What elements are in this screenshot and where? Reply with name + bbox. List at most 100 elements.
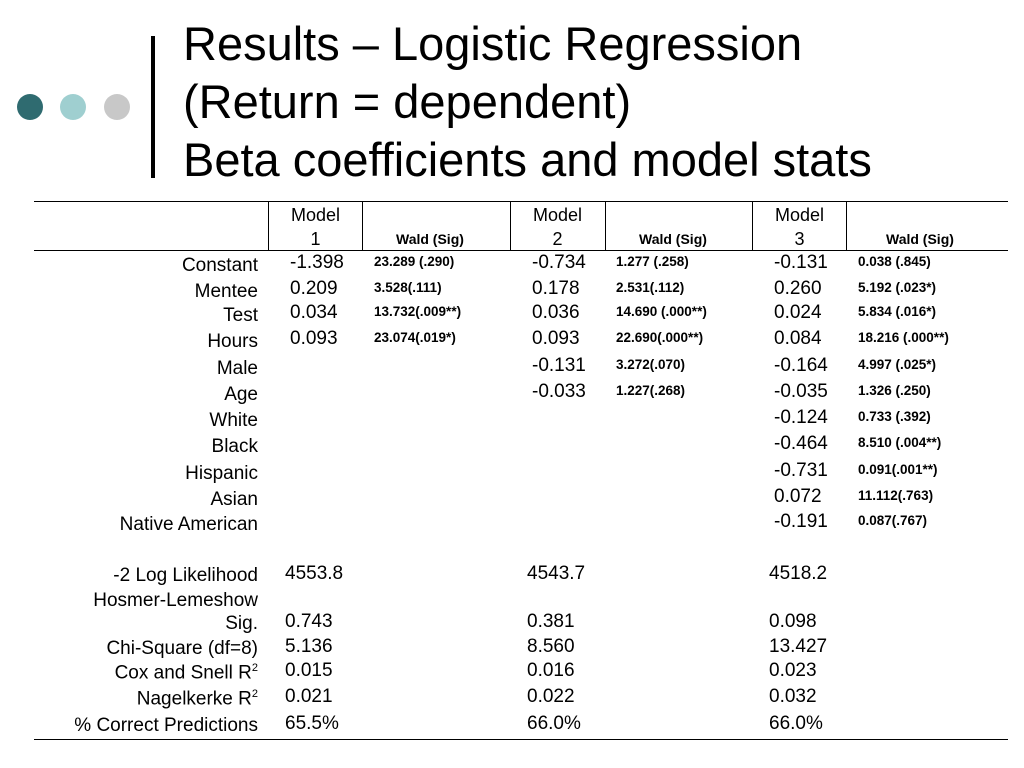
stat-label: Nagelkerke R2: [136, 688, 258, 710]
stat-value: 0.032: [769, 686, 817, 707]
wald-value: 0.091(.001**): [858, 462, 938, 477]
row-label: Black: [211, 436, 258, 457]
model-header-label: Model: [774, 205, 825, 225]
table-header-rule: [34, 250, 1008, 251]
title-line-3: Beta coefficients and model stats: [183, 133, 872, 186]
wald-header: Wald (Sig): [396, 231, 464, 247]
model-header-label: Model: [532, 205, 583, 225]
wald-value: 3.272(.070): [616, 357, 686, 372]
column-separator: [846, 202, 847, 250]
title-line-1: Results – Logistic Regression: [183, 17, 803, 70]
coefficient-value: -0.124: [774, 407, 828, 428]
wald-value: 23.074(.019*): [374, 330, 456, 345]
coefficient-value: 0.178: [532, 278, 580, 299]
coefficient-value: -0.131: [774, 252, 828, 273]
row-label: Test: [223, 305, 258, 326]
row-label: White: [209, 410, 258, 431]
title-divider: [151, 36, 155, 178]
stat-value: 65.5%: [285, 713, 339, 734]
stat-label: Sig.: [225, 613, 258, 634]
wald-value: 5.834 (.016*): [858, 304, 937, 319]
stat-value: 13.427: [769, 636, 828, 657]
model-header-number: 3: [794, 229, 805, 249]
wald-value: 1.326 (.250): [858, 383, 931, 398]
model-header-number: 1: [310, 229, 321, 249]
wald-value: 14.690 (.000**): [616, 304, 707, 319]
superscript: 2: [251, 662, 258, 674]
coefficient-value: 0.072: [774, 486, 822, 507]
coefficient-value: -0.131: [532, 355, 586, 376]
title-line-2: (Return = dependent): [183, 75, 632, 128]
coefficient-value: 0.036: [532, 302, 580, 323]
stat-value: 0.743: [285, 611, 333, 632]
row-label: Native American: [119, 514, 258, 535]
coefficient-value: -0.035: [774, 381, 828, 402]
stat-value: 5.136: [285, 636, 333, 657]
wald-value: 2.531(.112): [616, 280, 685, 295]
wald-value: 18.216 (.000**): [858, 330, 949, 345]
coefficient-value: 0.034: [290, 302, 338, 323]
stat-value: 0.021: [285, 686, 333, 707]
stat-label: % Correct Predictions: [74, 715, 258, 736]
coefficient-value: 0.209: [290, 278, 338, 299]
row-label: Constant: [181, 255, 258, 276]
row-label: Male: [216, 358, 258, 379]
wald-value: 1.227(.268): [616, 383, 686, 398]
wald-value: 0.087(.767): [858, 513, 928, 528]
coefficient-value: 0.093: [532, 328, 580, 349]
wald-value: 4.997 (.025*): [858, 357, 937, 372]
stat-value: 66.0%: [527, 713, 581, 734]
column-separator: [605, 202, 606, 250]
coefficient-value: -0.731: [774, 460, 828, 481]
stat-value: 4518.2: [769, 563, 828, 584]
model-header: Model 3: [752, 203, 847, 251]
row-label: Hispanic: [185, 463, 258, 484]
coefficient-value: 0.260: [774, 278, 822, 299]
stat-value: 0.016: [527, 660, 575, 681]
stat-label: Cox and Snell R2: [114, 662, 258, 684]
row-label: Mentee: [194, 281, 258, 302]
decor-dot-light: [60, 94, 86, 120]
stat-value: 0.015: [285, 660, 333, 681]
model-header-number: 2: [552, 229, 563, 249]
coefficient-value: -0.164: [774, 355, 828, 376]
column-separator: [268, 202, 269, 250]
superscript: 2: [251, 688, 258, 700]
wald-value: 0.038 (.845): [858, 254, 931, 269]
model-header: Model 2: [510, 203, 605, 251]
wald-value: 3.528(.111): [374, 280, 442, 295]
coefficient-value: 0.024: [774, 302, 822, 323]
model-header-label: Model: [290, 205, 341, 225]
coefficient-value: -1.398: [290, 252, 344, 273]
wald-value: 22.690(.000**): [616, 330, 704, 345]
stat-value: 66.0%: [769, 713, 823, 734]
coefficient-value: 0.084: [774, 328, 822, 349]
wald-value: 8.510 (.004**): [858, 435, 942, 450]
wald-value: 1.277 (.258): [616, 254, 689, 269]
decor-dot-dark: [17, 94, 43, 120]
stat-label: Chi-Square (df=8): [106, 638, 258, 659]
stat-value: 0.022: [527, 686, 575, 707]
slide-title: Results – Logistic Regression (Return = …: [183, 15, 1013, 189]
table-bottom-rule: [34, 739, 1008, 740]
coefficient-value: 0.093: [290, 328, 338, 349]
coefficient-value: -0.734: [532, 252, 586, 273]
row-label: Hours: [207, 331, 258, 352]
stat-value: 4543.7: [527, 563, 586, 584]
stat-label: -2 Log Likelihood: [113, 565, 258, 586]
wald-value: 11.112(.763): [858, 488, 934, 503]
decor-dot-gray: [104, 94, 130, 120]
column-separator: [510, 202, 511, 250]
column-separator: [752, 202, 753, 250]
wald-value: 0.733 (.392): [858, 409, 931, 424]
wald-value: 13.732(.009**): [374, 304, 462, 319]
stat-value: 8.560: [527, 636, 575, 657]
wald-value: 5.192 (.023*): [858, 280, 937, 295]
wald-header: Wald (Sig): [886, 231, 954, 247]
wald-header: Wald (Sig): [639, 231, 707, 247]
stat-value: 0.023: [769, 660, 817, 681]
stat-value: 0.381: [527, 611, 575, 632]
wald-value: 23.289 (.290): [374, 254, 455, 269]
stat-value: 0.098: [769, 611, 817, 632]
model-header: Model 1: [268, 203, 363, 251]
